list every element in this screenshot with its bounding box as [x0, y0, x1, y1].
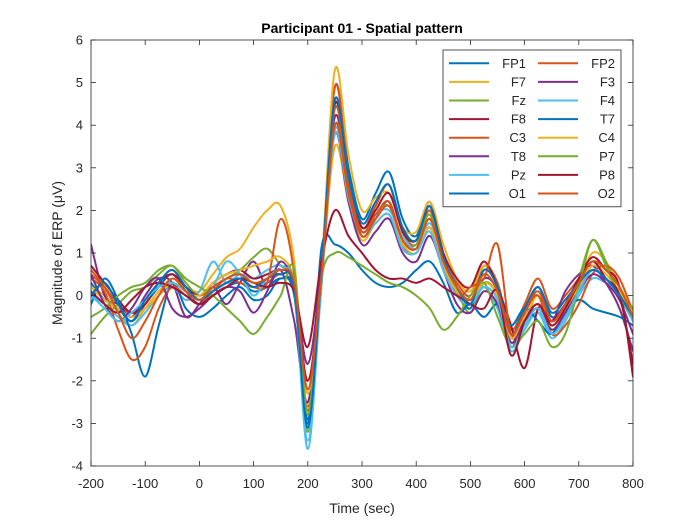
y-tick-label: -4 [71, 459, 83, 474]
series-line-p8 [91, 208, 633, 365]
x-tick-label: -200 [78, 476, 104, 491]
y-tick-label: 5 [76, 75, 83, 90]
legend-label-f8: F8 [511, 112, 526, 127]
y-axis: -4 -3 -2 -1 0 1 2 3 4 5 6 [71, 33, 633, 474]
x-tick-label: 700 [568, 476, 590, 491]
series-line-o1 [91, 96, 633, 429]
legend-label-c4: C4 [598, 130, 615, 145]
legend-label-pz: Pz [511, 167, 526, 182]
legend-label-fp1: FP1 [502, 56, 526, 71]
legend-box [442, 49, 622, 208]
x-tick-label: 600 [514, 476, 536, 491]
y-tick-label: -3 [71, 416, 83, 431]
y-tick-label: 1 [76, 246, 83, 261]
y-tick-label: 3 [76, 160, 83, 175]
legend-label-c3: C3 [509, 130, 526, 145]
legend-label-o2: O2 [598, 186, 615, 201]
series-line-p7 [91, 238, 633, 416]
legend-label-t7: T7 [600, 112, 615, 127]
x-tick-label: 400 [405, 476, 427, 491]
x-tick-label: 300 [351, 476, 373, 491]
legend-label-f7: F7 [511, 74, 526, 89]
legend-label-p7: P7 [599, 149, 615, 164]
x-tick-label: 0 [196, 476, 203, 491]
legend-label-t8: T8 [511, 149, 526, 164]
y-tick-label: 6 [76, 33, 83, 48]
legend-label-f4: F4 [600, 93, 615, 108]
y-tick-label: 0 [76, 288, 83, 303]
y-tick-label: 4 [76, 118, 83, 133]
x-axis-label: Time (sec) [329, 500, 395, 516]
x-tick-label: 500 [460, 476, 482, 491]
y-tick-label: -2 [71, 373, 83, 388]
x-tick-label: 200 [297, 476, 319, 491]
legend-label-p8: P8 [599, 167, 615, 182]
legend-label-fz: Fz [512, 93, 526, 108]
y-axis-label: Magnitude of ERP (μV) [49, 181, 65, 325]
x-tick-label: 800 [622, 476, 644, 491]
legend-label-fp2: FP2 [591, 56, 615, 71]
legend: FP1 FP2 F7 F3 Fz F4 F8 T7 C3 C4 T8 P7 Pz P8 O1 O2 [442, 49, 622, 208]
chart-title: Participant 01 - Spatial pattern [261, 20, 463, 36]
x-tick-label: 100 [243, 476, 265, 491]
series-layer [91, 66, 633, 450]
legend-label-o1: O1 [509, 186, 526, 201]
legend-label-f3: F3 [600, 74, 615, 89]
series-line-o2 [91, 122, 633, 391]
x-tick-label: -100 [132, 476, 158, 491]
y-tick-label: -1 [71, 331, 83, 346]
x-axis: -200 -100 0 100 200 300 400 500 600 700 800 [78, 40, 644, 491]
y-tick-label: 2 [76, 203, 83, 218]
